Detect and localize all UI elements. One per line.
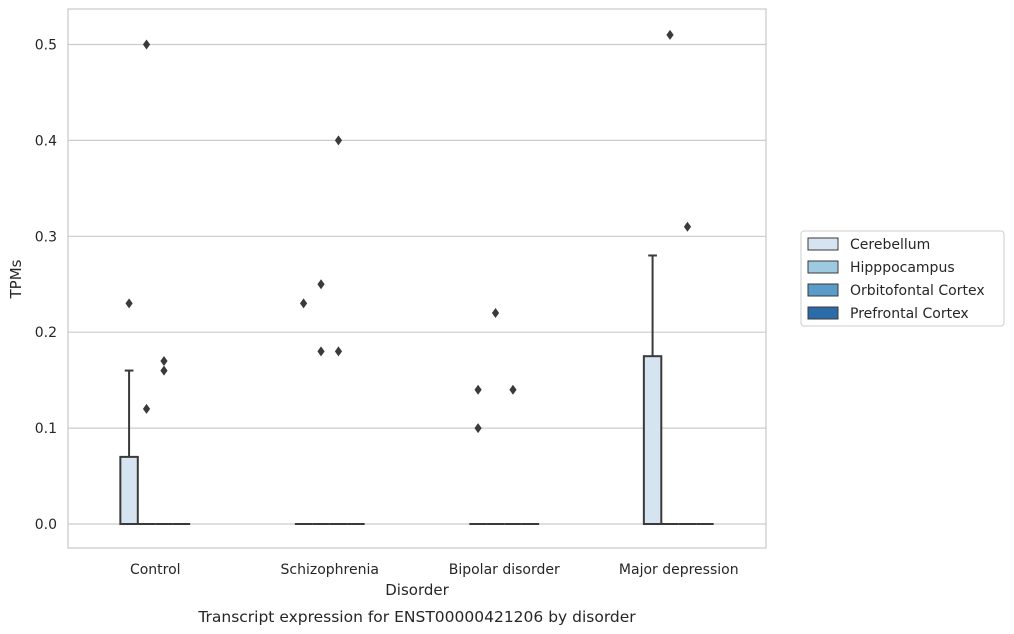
- y-axis-label: TPMs: [7, 259, 25, 299]
- legend-label: Prefrontal Cortex: [850, 306, 969, 322]
- outlier-point: [160, 365, 168, 376]
- outlier-point: [142, 403, 151, 414]
- plot-frame: [67, 8, 767, 549]
- outlier-point: [474, 384, 482, 395]
- chart-title: Transcript expression for ENST0000042120…: [197, 608, 636, 626]
- outlier-point: [317, 346, 325, 357]
- legend-label: Cerebellum: [850, 237, 930, 253]
- outlier-point: [142, 39, 151, 50]
- legend-swatch: [807, 306, 839, 320]
- outlier-point: [299, 298, 308, 309]
- x-axis-label: Disorder: [385, 581, 449, 599]
- x-tick-label: Bipolar disorder: [449, 562, 560, 578]
- x-tick-label: Schizophrenia: [281, 562, 379, 578]
- y-tick-label: 0.1: [35, 421, 57, 437]
- box: [119, 455, 139, 526]
- legend-frame: [800, 230, 1005, 327]
- outlier-point: [334, 135, 343, 146]
- legend-swatch: [807, 237, 839, 251]
- outlier-point: [160, 355, 168, 366]
- legend-swatch: [807, 283, 839, 297]
- legend-label: Orbitofontal Cortex: [850, 283, 985, 299]
- outlier-point: [666, 29, 674, 40]
- legend-label: Hipppocampus: [850, 260, 955, 276]
- outlier-point: [509, 384, 517, 395]
- outlier-point: [317, 279, 325, 290]
- x-axis-ticks: Control Schizophrenia Bipolar disorder Majo…: [130, 562, 739, 578]
- y-tick-label: 0.4: [35, 133, 57, 149]
- x-tick-label: Control: [130, 562, 181, 578]
- y-axis-ticks: 0.0 0.1 0.2 0.3 0.4 0.5: [35, 37, 57, 533]
- y-tick-label: 0.0: [35, 517, 57, 533]
- legend-items: Cerebellum Hipppocampus Orbitofontal Corte…: [807, 237, 985, 322]
- y-tick-label: 0.2: [35, 325, 57, 341]
- y-tick-label: 0.5: [35, 37, 57, 53]
- legend-swatch: [807, 260, 839, 274]
- box: [642, 355, 663, 526]
- x-tick-label: Major depression: [619, 562, 739, 578]
- outliers: [125, 29, 692, 434]
- outlier-point: [683, 221, 692, 232]
- y-tick-label: 0.3: [35, 229, 57, 245]
- outlier-point: [125, 298, 133, 309]
- outlier-point: [334, 346, 343, 357]
- outlier-point: [491, 308, 500, 319]
- outlier-point: [474, 423, 482, 434]
- legend: Cerebellum Hipppocampus Orbitofontal Corte…: [800, 230, 1005, 327]
- boxes: [119, 254, 714, 526]
